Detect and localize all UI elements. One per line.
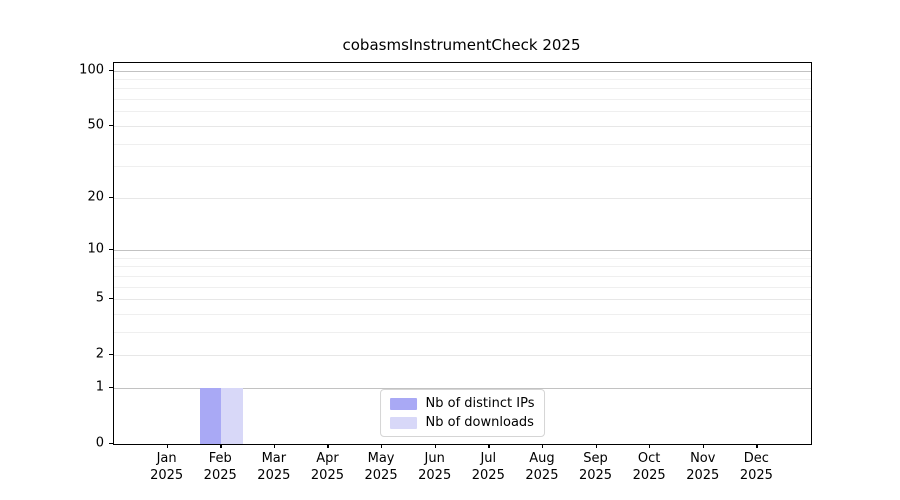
y-axis-tick: [109, 354, 113, 356]
x-axis-tick: [649, 444, 651, 448]
y-tick-label: 5: [95, 290, 104, 306]
x-axis-tick: [327, 444, 329, 448]
x-tick-label: Oct 2025: [633, 450, 666, 484]
bar-nb-of-downloads-feb: [221, 387, 243, 444]
y-tick-label: 0: [95, 435, 104, 451]
x-tick-year: 2025: [686, 468, 720, 483]
gridline-minor: [114, 275, 811, 277]
x-tick-year: 2025: [471, 468, 505, 483]
gridline-layer: [114, 63, 811, 444]
x-tick-label: Feb 2025: [204, 450, 237, 484]
x-axis-tick: [756, 444, 758, 448]
legend-label: Nb of downloads: [425, 415, 534, 430]
x-tick-month: Dec: [743, 451, 769, 466]
gridline-minor: [114, 143, 811, 145]
y-tick-label: 100: [79, 62, 104, 78]
y-axis-tick: [109, 298, 113, 300]
legend-item: Nb of downloads: [389, 415, 535, 430]
legend: Nb of distinct IPs Nb of downloads: [379, 389, 546, 437]
x-tick-label: Mar 2025: [257, 450, 290, 484]
x-tick-month: Sep: [583, 451, 608, 466]
x-axis-tick: [220, 444, 222, 448]
gridline-major: [114, 125, 811, 127]
gridline-minor: [114, 257, 811, 259]
y-axis-tick: [109, 386, 113, 389]
legend-swatch-icon: [389, 416, 417, 429]
x-tick-year: 2025: [739, 468, 773, 483]
legend-item: Nb of distinct IPs: [389, 396, 535, 411]
gridline-minor: [114, 286, 811, 288]
y-axis-tick: [109, 69, 113, 71]
y-axis-tick: [109, 443, 113, 445]
x-tick-label: Dec 2025: [740, 450, 773, 484]
y-axis-tick: [109, 249, 113, 251]
gridline-minor: [114, 99, 811, 101]
gridline-minor: [114, 79, 811, 81]
x-tick-month: Feb: [208, 451, 232, 466]
x-axis-tick: [273, 444, 276, 448]
x-axis-tick: [702, 444, 705, 448]
x-tick-year: 2025: [310, 468, 344, 483]
gridline-minor: [114, 266, 811, 268]
x-tick-month: Mar: [261, 451, 287, 466]
x-axis-tick: [434, 444, 436, 448]
gridline-minor: [114, 111, 811, 113]
gridline-minor: [114, 331, 811, 333]
x-tick-label: Nov 2025: [686, 450, 719, 484]
y-tick-label: 10: [87, 241, 104, 257]
x-tick-year: 2025: [150, 468, 184, 483]
y-tick-label: 50: [87, 117, 104, 133]
x-tick-month: Jun: [424, 451, 445, 466]
chart-title: cobasmsInstrumentCheck 2025: [342, 36, 581, 54]
y-tick-label: 20: [87, 189, 104, 205]
x-tick-year: 2025: [257, 468, 291, 483]
x-tick-month: May: [367, 451, 395, 466]
x-tick-label: Jan 2025: [150, 450, 183, 484]
x-tick-year: 2025: [203, 468, 237, 483]
bar-layer: [114, 63, 811, 444]
x-tick-month: Aug: [529, 451, 555, 466]
x-axis-tick: [166, 444, 168, 448]
legend-label: Nb of distinct IPs: [425, 396, 535, 411]
x-tick-label: Aug 2025: [525, 450, 558, 484]
x-axis-tick: [595, 444, 597, 448]
x-tick-month: Oct: [637, 451, 661, 466]
x-tick-month: Jul: [480, 451, 497, 466]
gridline-decade: [114, 70, 811, 72]
gridline-decade: [114, 387, 811, 389]
gridline-decade: [114, 250, 811, 251]
x-tick-label: Sep 2025: [579, 450, 612, 484]
legend-swatch-icon: [389, 397, 417, 410]
x-tick-month: Jan: [156, 451, 177, 466]
y-tick-label: 2: [95, 346, 104, 362]
y-axis-tick: [109, 196, 113, 198]
x-tick-year: 2025: [364, 468, 398, 483]
x-axis-tick: [488, 444, 490, 448]
x-axis-tick: [541, 444, 544, 448]
x-tick-year: 2025: [418, 468, 452, 483]
x-tick-month: Nov: [690, 451, 716, 466]
y-axis-tick: [109, 124, 113, 127]
gridline-major: [114, 299, 811, 301]
x-tick-month: Apr: [316, 451, 339, 466]
x-tick-year: 2025: [578, 468, 613, 483]
gridline-minor: [114, 88, 811, 90]
y-tick-label: 1: [95, 379, 104, 395]
x-tick-label: Apr 2025: [311, 450, 344, 484]
bar-nb-of-distinct-ips-feb: [199, 387, 222, 444]
gridline-minor: [114, 166, 811, 168]
x-axis-tick: [381, 444, 383, 448]
x-tick-year: 2025: [525, 468, 559, 483]
x-tick-label: May 2025: [365, 450, 398, 484]
gridline-major: [114, 197, 811, 199]
x-tick-label: Jun 2025: [418, 450, 451, 484]
x-tick-label: Jul 2025: [472, 450, 505, 484]
gridline-minor: [114, 313, 811, 315]
plot-area: Nb of distinct IPs Nb of downloads: [113, 62, 812, 445]
x-tick-year: 2025: [632, 468, 666, 483]
gridline-major: [114, 355, 811, 357]
